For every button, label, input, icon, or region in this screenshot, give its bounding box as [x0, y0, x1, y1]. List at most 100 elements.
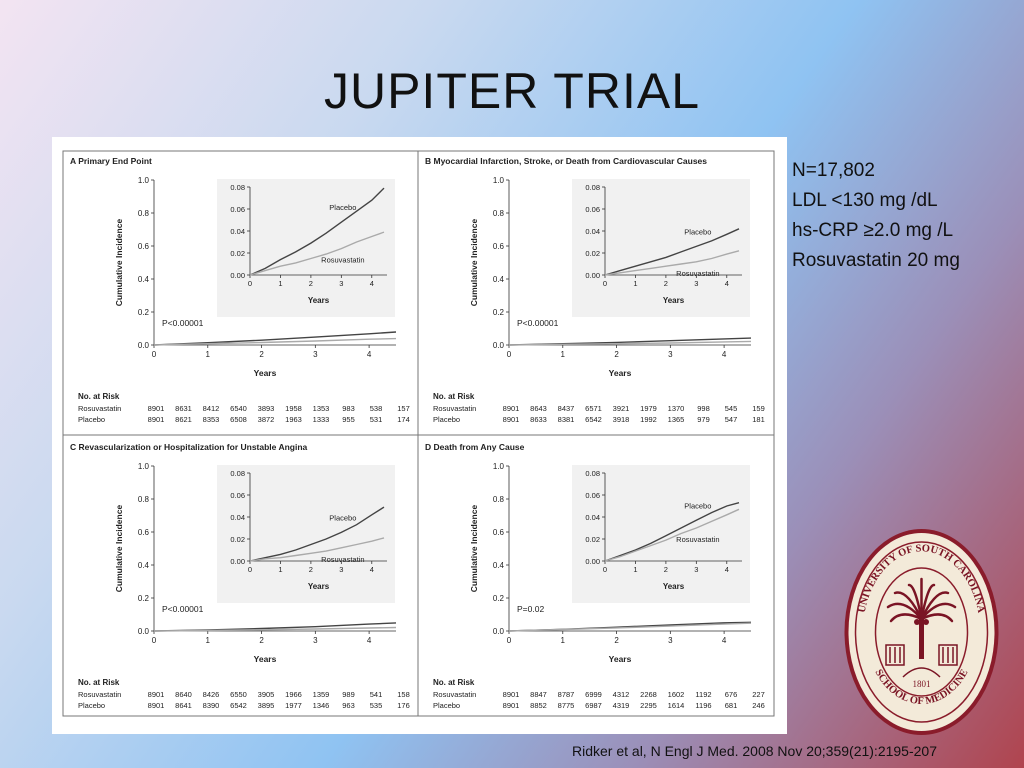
series-label-placebo: Placebo	[329, 203, 356, 212]
university-seal-logo: UNIVERSITY OF SOUTH CAROLINA SCHOOL OF M…	[844, 529, 999, 735]
inset-x-tick-label: 0	[248, 279, 252, 288]
panel-title: B Myocardial Infarction, Stroke, or Deat…	[425, 156, 707, 166]
panel-title: D Death from Any Cause	[425, 442, 525, 452]
at-risk-cell: 3918	[613, 415, 630, 424]
at-risk-row-label: Rosuvastatin	[78, 690, 121, 699]
at-risk-cell: 1192	[695, 690, 711, 699]
x-tick-label: 0	[152, 350, 157, 359]
y-tick-label: 1.0	[493, 176, 505, 185]
y-axis-label: Cumulative Incidence	[114, 219, 124, 307]
p-value-label: P<0.00001	[162, 318, 204, 328]
at-risk-row-label: Placebo	[433, 415, 460, 424]
at-risk-cell: 8621	[175, 415, 192, 424]
y-tick-label: 0.8	[493, 209, 505, 218]
series-line-rosuvastatin	[508, 622, 752, 632]
at-risk-cell: 1966	[285, 690, 302, 699]
inset-series-line-placebo	[604, 502, 740, 562]
at-risk-cell: 1992	[640, 415, 657, 424]
inset-y-tick-label: 0.04	[585, 513, 600, 522]
inset-y-tick-label: 0.04	[585, 227, 600, 236]
inset-x-axis-label: Years	[663, 582, 685, 591]
at-risk-cell: 157	[397, 404, 410, 413]
at-risk-cell: 8901	[148, 415, 165, 424]
y-tick-label: 0.4	[138, 275, 150, 284]
y-tick-label: 0.6	[493, 242, 505, 251]
inset-x-tick-label: 3	[694, 279, 698, 288]
inset-y-tick-label: 0.00	[585, 271, 600, 280]
inset-series-line-rosuvastatin	[249, 231, 385, 276]
y-tick-label: 0.6	[138, 242, 150, 251]
inset-y-tick-label: 0.02	[585, 535, 600, 544]
at-risk-cell: 8901	[148, 404, 165, 413]
at-risk-cell: 538	[370, 404, 383, 413]
inset-series-line-rosuvastatin	[604, 250, 740, 276]
at-risk-cell: 541	[370, 690, 383, 699]
y-axis-label: Cumulative Incidence	[469, 219, 479, 307]
x-tick-label: 3	[313, 636, 318, 645]
at-risk-cell: 6571	[585, 404, 602, 413]
inset-x-tick-label: 3	[339, 279, 343, 288]
y-tick-label: 0.6	[493, 528, 505, 537]
at-risk-cell: 6542	[585, 415, 602, 424]
panel-a: A Primary End Point 0.0 0.2 0.4 0.6 0.8 1.0 0 1 2…	[70, 156, 410, 424]
at-risk-cell: 8631	[175, 404, 192, 413]
inset-x-axis-label: Years	[308, 296, 330, 305]
at-risk-cell: 676	[725, 690, 738, 699]
at-risk-cell: 998	[697, 404, 710, 413]
at-risk-header: No. at Risk	[433, 678, 475, 687]
panel-c: C Revascularization or Hospitalization f…	[70, 442, 410, 710]
x-tick-label: 4	[722, 350, 727, 359]
inset-x-tick-label: 0	[603, 279, 607, 288]
x-tick-label: 3	[313, 350, 318, 359]
y-tick-label: 1.0	[138, 462, 150, 471]
inset-y-tick-label: 0.06	[585, 205, 600, 214]
at-risk-cell: 535	[370, 701, 383, 710]
inset-y-tick-label: 0.00	[585, 557, 600, 566]
at-risk-cell: 159	[752, 404, 765, 413]
series-line-rosuvastatin	[508, 340, 752, 346]
inset-y-tick-label: 0.02	[585, 249, 600, 258]
y-tick-label: 0.6	[138, 528, 150, 537]
at-risk-cell: 1977	[285, 701, 302, 710]
inset-y-tick-label: 0.06	[585, 491, 600, 500]
inset-y-tick-label: 0.04	[230, 227, 245, 236]
at-risk-cell: 1979	[640, 404, 657, 413]
at-risk-row-label: Placebo	[433, 701, 460, 710]
at-risk-cell: 963	[342, 701, 355, 710]
x-tick-label: 3	[668, 350, 673, 359]
inset-x-tick-label: 2	[309, 565, 313, 574]
x-tick-label: 3	[668, 636, 673, 645]
inset-x-tick-label: 2	[309, 279, 313, 288]
at-risk-cell: 3921	[613, 404, 630, 413]
panel-b: B Myocardial Infarction, Stroke, or Deat…	[425, 156, 765, 424]
at-risk-cell: 2295	[640, 701, 657, 710]
at-risk-cell: 227	[752, 690, 765, 699]
at-risk-cell: 8426	[203, 690, 220, 699]
at-risk-cell: 545	[725, 404, 738, 413]
at-risk-cell: 1370	[668, 404, 685, 413]
at-risk-cell: 3872	[258, 415, 275, 424]
x-tick-label: 4	[722, 636, 727, 645]
at-risk-cell: 176	[397, 701, 410, 710]
at-risk-cell: 1346	[313, 701, 330, 710]
p-value-label: P<0.00001	[162, 604, 204, 614]
at-risk-cell: 8640	[175, 690, 192, 699]
inset-x-tick-label: 4	[370, 279, 374, 288]
at-risk-cell: 181	[752, 415, 765, 424]
series-label-rosuvastatin: Rosuvastatin	[676, 535, 719, 544]
inset-y-tick-label: 0.06	[230, 491, 245, 500]
inset-y-tick-label: 0.06	[230, 205, 245, 214]
inset-x-axis-label: Years	[308, 582, 330, 591]
inset-x-tick-label: 4	[725, 565, 729, 574]
at-risk-cell: 8643	[530, 404, 547, 413]
at-risk-cell: 8901	[503, 690, 520, 699]
x-tick-label: 1	[206, 636, 211, 645]
at-risk-row-label: Placebo	[78, 701, 105, 710]
at-risk-header: No. at Risk	[433, 392, 475, 401]
inset-x-axis-label: Years	[663, 296, 685, 305]
series-label-rosuvastatin: Rosuvastatin	[321, 555, 364, 564]
y-tick-label: 0.0	[138, 341, 150, 350]
at-risk-cell: 989	[342, 690, 355, 699]
at-risk-cell: 681	[725, 701, 738, 710]
at-risk-cell: 1333	[313, 415, 330, 424]
